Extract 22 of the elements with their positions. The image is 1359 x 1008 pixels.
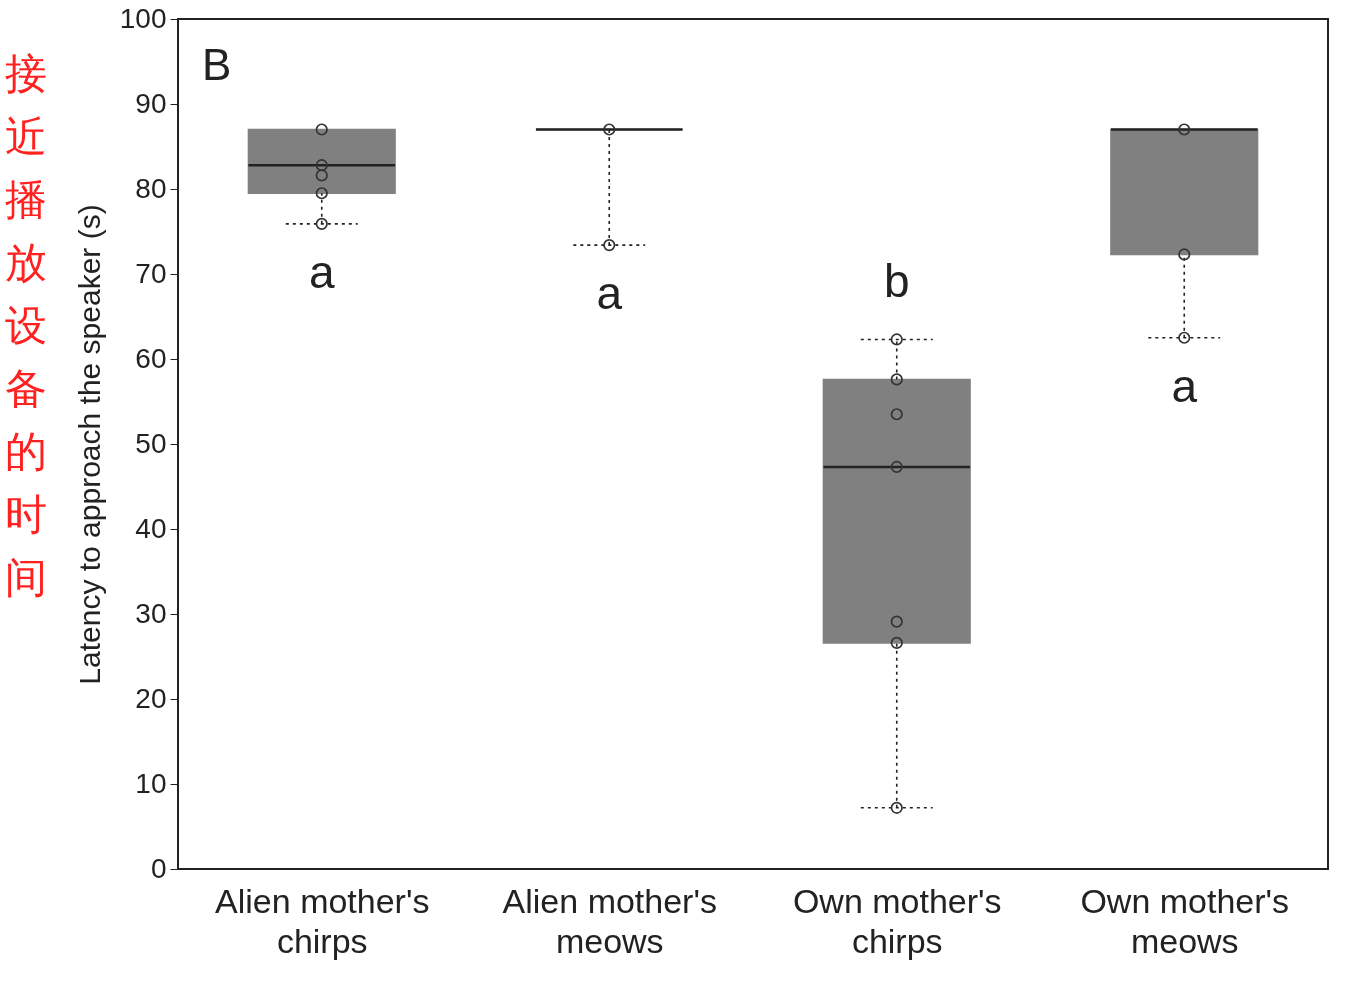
y-tick-label: 10 xyxy=(135,767,167,799)
x-tick-label: Alien mother's chirps xyxy=(215,881,430,960)
annotation: a xyxy=(1171,359,1198,412)
text: 接近播放设备的时间 xyxy=(5,50,47,601)
y-tick-label: 40 xyxy=(135,512,167,544)
y-tick-label: 80 xyxy=(135,172,167,204)
y-axis-title: Latency to approach the speaker (s) xyxy=(72,204,106,685)
y-tick-label: 0 xyxy=(150,852,167,884)
annotation: B xyxy=(202,40,232,89)
x-tick-label: Alien mother's meows xyxy=(502,881,717,960)
y-tick-label: 70 xyxy=(135,257,167,289)
y-tick-label: 20 xyxy=(135,682,167,714)
x-tick-label: Own mother's chirps xyxy=(792,881,1002,960)
y-tick-label: 30 xyxy=(135,597,167,629)
y-tick-label: 90 xyxy=(135,87,167,119)
y-tick-label: 100 xyxy=(119,2,167,34)
annotation: a xyxy=(308,245,335,298)
y-tick-label: 50 xyxy=(135,427,167,459)
annotation: a xyxy=(596,267,623,320)
annotation: b xyxy=(883,255,910,308)
x-tick-label: Own mother's meows xyxy=(1080,881,1290,960)
y-tick-label: 60 xyxy=(135,342,167,374)
